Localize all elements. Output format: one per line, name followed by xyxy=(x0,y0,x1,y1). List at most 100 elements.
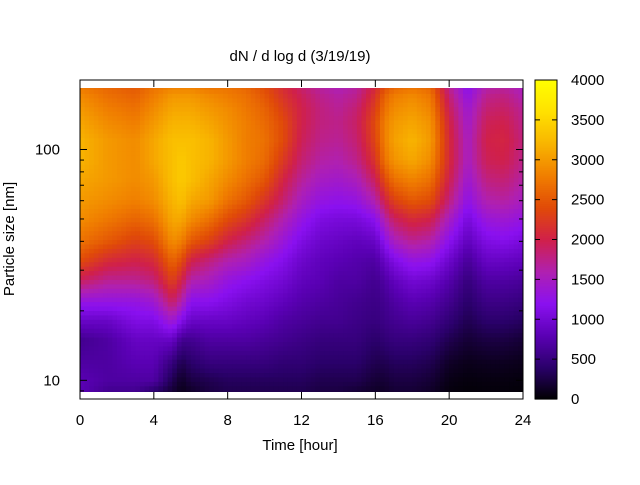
heatmap-cell xyxy=(144,288,150,294)
heatmap-cell xyxy=(255,381,261,387)
heatmap-cell xyxy=(103,124,109,130)
heatmap-cell xyxy=(324,305,330,311)
heatmap-cell xyxy=(223,274,229,280)
heatmap-cell xyxy=(213,133,220,139)
heatmap-cell xyxy=(292,283,298,289)
heatmap-cell xyxy=(80,128,86,134)
heatmap-cell xyxy=(204,252,210,258)
heatmap-cell xyxy=(278,97,284,103)
heatmap-cell xyxy=(209,155,215,161)
heatmap-cell xyxy=(149,354,155,360)
heatmap-cell xyxy=(149,274,155,280)
heatmap-cell xyxy=(273,164,280,170)
heatmap-cell xyxy=(375,115,381,121)
heatmap-cell xyxy=(186,345,192,351)
heatmap-cell xyxy=(379,124,386,130)
heatmap-cell xyxy=(389,292,395,298)
heatmap-cell xyxy=(393,301,399,307)
heatmap-cell xyxy=(89,111,95,117)
heatmap-cell xyxy=(250,381,256,387)
heatmap-cell xyxy=(107,323,113,329)
heatmap-cell xyxy=(255,164,261,170)
heatmap-cell xyxy=(135,88,141,90)
heatmap-cell xyxy=(218,235,224,241)
heatmap-cell xyxy=(223,363,229,369)
heatmap-cell xyxy=(292,274,298,280)
heatmap-cell xyxy=(107,274,113,280)
heatmap-cell xyxy=(167,367,173,374)
heatmap-cell xyxy=(356,128,363,134)
heatmap-cell xyxy=(209,248,215,254)
heatmap-cell xyxy=(135,345,141,351)
heatmap-cell xyxy=(116,97,123,103)
heatmap-cell xyxy=(199,283,206,289)
heatmap-cell xyxy=(375,283,381,289)
heatmap-cell xyxy=(333,226,340,232)
heatmap-cell xyxy=(246,288,252,294)
heatmap-cell xyxy=(144,336,150,342)
heatmap-cell xyxy=(315,323,321,329)
heatmap-cell xyxy=(190,288,196,294)
heatmap-cell xyxy=(384,279,390,285)
heatmap-cell xyxy=(265,80,270,85)
heatmap-cell xyxy=(227,328,233,334)
heatmap-cell xyxy=(319,208,326,214)
heatmap-cell xyxy=(347,106,353,112)
heatmap-cell xyxy=(250,212,256,218)
heatmap-cell xyxy=(130,221,136,227)
heatmap-cell xyxy=(310,217,316,223)
heatmap-cell xyxy=(112,354,118,360)
heatmap-cell xyxy=(296,111,303,117)
heatmap-cell xyxy=(223,164,229,170)
heatmap-cell xyxy=(384,146,390,152)
heatmap-cell xyxy=(246,385,252,391)
heatmap-cell xyxy=(116,128,123,134)
heatmap-cell xyxy=(324,314,330,320)
heatmap-cell xyxy=(89,181,95,187)
heatmap-cell xyxy=(107,279,113,285)
heatmap-cell xyxy=(283,345,289,351)
heatmap-cell xyxy=(347,119,353,125)
heatmap-cell xyxy=(264,217,270,223)
heatmap-cell xyxy=(181,146,187,152)
heatmap-cell xyxy=(389,181,395,187)
heatmap-cell xyxy=(112,195,118,201)
heatmap-cell xyxy=(241,177,247,183)
heatmap-cell xyxy=(343,208,349,214)
heatmap-cell xyxy=(255,385,261,391)
heatmap-cell xyxy=(301,279,307,285)
heatmap-cell xyxy=(213,119,220,125)
heatmap-cell xyxy=(204,190,210,196)
heatmap-cell xyxy=(333,173,340,179)
heatmap-cell xyxy=(93,323,100,329)
heatmap-cell xyxy=(227,270,233,276)
heatmap-cell xyxy=(112,270,118,276)
heatmap-cell xyxy=(103,146,109,152)
heatmap-cell xyxy=(93,274,100,280)
heatmap-cell xyxy=(181,235,187,241)
heatmap-cell xyxy=(195,221,201,227)
heatmap-cell xyxy=(259,208,266,214)
heatmap-cell xyxy=(121,297,127,303)
heatmap-cell xyxy=(246,133,252,139)
heatmap-cell xyxy=(324,142,330,148)
heatmap-cell xyxy=(139,177,146,183)
heatmap-cell xyxy=(204,372,210,378)
heatmap-cell xyxy=(126,235,132,241)
heatmap-cell xyxy=(153,93,160,99)
heatmap-cell xyxy=(149,230,155,236)
heatmap-cell xyxy=(139,119,146,125)
heatmap-cell xyxy=(246,257,252,263)
heatmap-cell xyxy=(181,252,187,258)
heatmap-cell xyxy=(366,93,372,99)
heatmap-cell xyxy=(250,186,256,192)
heatmap-cell xyxy=(130,381,136,387)
heatmap-cell xyxy=(306,195,312,201)
heatmap-cell xyxy=(389,235,395,241)
heatmap-cell xyxy=(232,115,238,121)
heatmap-cell xyxy=(296,336,303,342)
heatmap-cell xyxy=(264,88,270,90)
heatmap-cell xyxy=(112,93,118,99)
heatmap-cell xyxy=(310,195,316,201)
heatmap-cell xyxy=(144,102,150,108)
